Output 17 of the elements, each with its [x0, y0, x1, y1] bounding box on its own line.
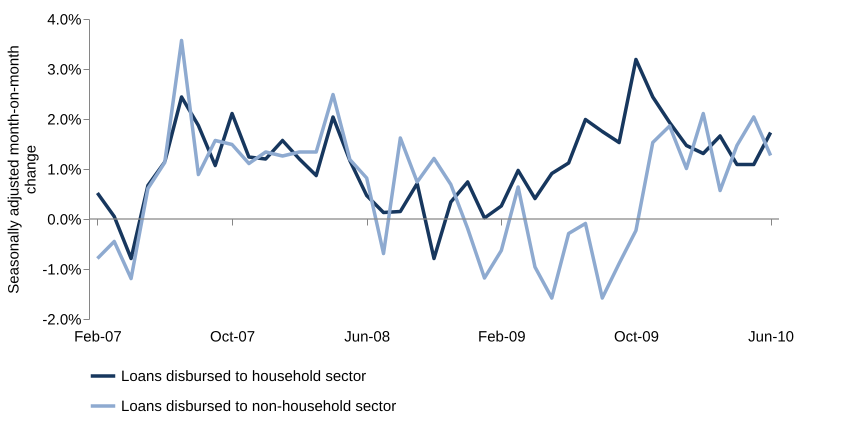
y-tick-label: 0.0%: [47, 212, 82, 228]
x-tick-label: Oct-09: [614, 328, 659, 346]
y-tick-label: -2.0%: [42, 312, 82, 328]
legend-label: Loans disbursed to non-household sector: [121, 398, 396, 415]
y-tick-label: 4.0%: [47, 12, 82, 28]
x-tick-label: Feb-07: [74, 328, 122, 346]
y-tick-label: 1.0%: [47, 162, 82, 178]
line-series: [96, 38, 772, 300]
y-tick-label: 3.0%: [47, 62, 82, 78]
x-tick-label: Jun-10: [748, 328, 794, 346]
y-tick-label: -1.0%: [42, 262, 82, 278]
y-tick-label: 2.0%: [47, 112, 82, 128]
x-tick-label: Jun-08: [344, 328, 390, 346]
x-tick-label: Oct-07: [210, 328, 256, 346]
y-axis-title: Seasonally adjusted month-on-month change: [5, 45, 40, 294]
legend-label: Loans disbursed to household sector: [121, 368, 366, 385]
x-tick-label: Feb-09: [478, 328, 526, 346]
